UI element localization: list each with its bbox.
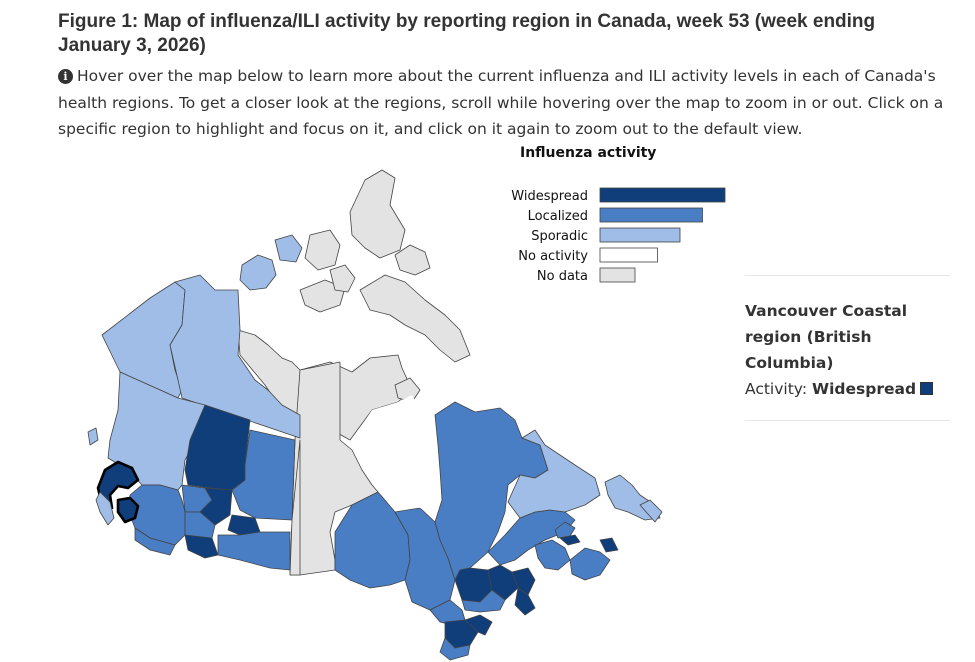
legend-swatch [599,267,636,283]
legend-swatch [599,187,726,203]
region-labrador[interactable] [507,429,601,519]
region-arctic-islands-4[interactable] [394,244,431,276]
legend-swatch [599,207,703,223]
tooltip-region-name: Vancouver Coastal region (British Columb… [745,302,908,372]
region-nova-scotia[interactable] [569,547,611,581]
region-ns-north[interactable] [554,521,576,539]
legend-label: Sporadic [531,229,588,244]
region-quebec-gaspe[interactable] [514,587,536,616]
region-arctic-islands-5[interactable] [329,264,356,293]
region-saskatchewan-north[interactable] [231,429,296,521]
tooltip-top-divider [745,275,950,276]
region-bc-islands-1[interactable] [87,427,99,446]
region-banks-island[interactable] [274,234,303,263]
region-saskatchewan-central[interactable] [227,514,261,536]
region-quebec-south-4[interactable] [461,589,506,613]
region-arctic-islands-3[interactable] [304,229,341,271]
tooltip-activity: Activity: Widespread [745,376,950,402]
tooltip-activity-swatch [920,382,934,395]
region-arctic-islands-2[interactable] [349,169,406,259]
legend-swatch [599,227,681,243]
legend: Influenza activity Widespread Localized Sp… [511,145,726,284]
legend-items: Widespread Localized Sporadic No activity No… [511,187,726,284]
figure-description: i Hover over the map below to learn more … [58,63,953,143]
tooltip-activity-value: Widespread [812,380,917,398]
canada-influenza-map[interactable]: Influenza activity Widespread Localized Sp… [0,140,975,662]
region-arctic-islands-1[interactable] [299,279,346,313]
legend-label: Widespread [511,189,588,204]
tooltip-bottom-divider [745,420,950,421]
legend-label: Localized [528,209,588,224]
region-vancouver-island[interactable] [95,491,115,526]
region-fraser-bc[interactable] [134,527,176,556]
region-manitoba-south[interactable] [289,439,301,576]
info-circle-icon: i [58,69,73,84]
legend-label: No activity [518,249,588,264]
figure-title: Figure 1: Map of influenza/ILI activity … [58,11,876,56]
region-victoria-island[interactable] [239,254,277,291]
region-baffin-island[interactable] [359,274,471,363]
legend-swatch [599,247,658,263]
region-cape-breton[interactable] [599,537,619,553]
region-northwest-territories[interactable] [169,274,301,439]
hudson-bay [352,395,440,515]
legend-label: No data [537,269,588,284]
region-quebec-north[interactable] [434,401,549,581]
region-alberta-south[interactable] [184,534,219,559]
region-saskatchewan-south[interactable] [217,531,291,571]
region-southampton-island[interactable] [394,377,421,403]
region-vancouver-coastal-south[interactable] [116,496,140,524]
tooltip-activity-label: Activity: [745,380,808,398]
region-eastern-ontario[interactable] [464,614,493,636]
northern-regions [237,169,471,576]
region-tooltip: Vancouver Coastal region (British Columb… [745,275,950,421]
legend-title: Influenza activity [520,145,656,161]
description-text: Hover over the map below to learn more a… [58,67,944,138]
region-quebec-south-3[interactable] [511,567,536,596]
region-southwestern-ontario[interactable] [439,637,471,661]
region-newfoundland-east[interactable] [639,499,663,523]
region-new-brunswick[interactable] [534,539,571,571]
